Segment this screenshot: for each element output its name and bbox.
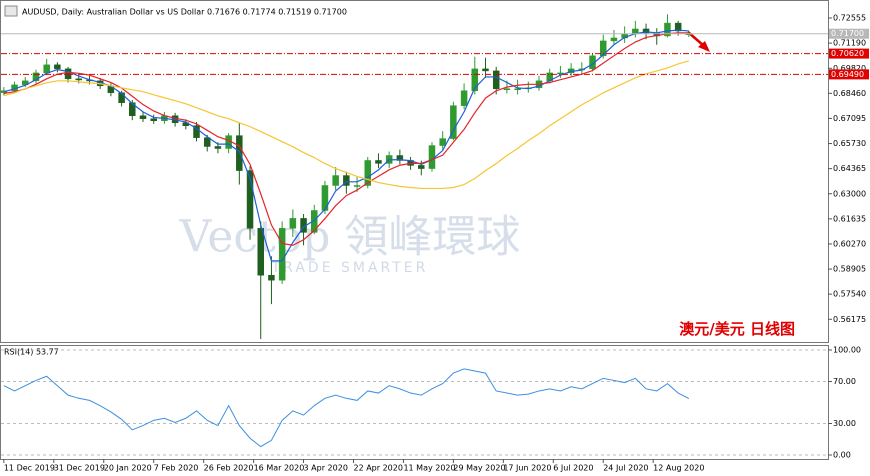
candle-body <box>236 135 243 171</box>
watermark-subtitle: TRADE SMARTER <box>271 260 429 276</box>
candle-body <box>674 22 682 32</box>
moving-average <box>3 29 689 262</box>
y-tick-label: 0.65730 <box>833 139 866 148</box>
candle-body <box>396 155 404 161</box>
x-tick-label: 11 Dec 2019 <box>4 464 55 473</box>
candle-body <box>450 105 457 139</box>
candle-body <box>428 145 436 169</box>
candle-body <box>32 72 40 82</box>
x-tick-label: 7 Feb 2020 <box>154 464 199 473</box>
candle-body <box>150 118 157 121</box>
x-tick-label: 16 Mar 2020 <box>254 464 305 473</box>
y-tick-label: 0.60270 <box>833 239 866 248</box>
y-tick-label: 0.67095 <box>833 114 866 123</box>
candle-body <box>75 78 83 81</box>
y-tick-label: 30.00 <box>833 419 856 428</box>
candle-body <box>332 175 339 186</box>
candle-body <box>664 22 671 37</box>
moving-average <box>3 32 689 246</box>
y-tick-label: 0.56175 <box>833 315 866 324</box>
candle-body <box>268 274 275 281</box>
candle-body <box>460 90 468 106</box>
watermark: Vectop 領峰環球 <box>179 212 521 263</box>
candle-body <box>257 228 264 276</box>
x-tick-label: 17 Jun 2020 <box>503 464 551 473</box>
y-tick-label: 0.61635 <box>833 214 866 223</box>
candle-body <box>503 88 511 90</box>
candle-body <box>129 102 136 117</box>
x-tick-label: 22 Apr 2020 <box>353 464 402 473</box>
x-tick-label: 24 Jul 2020 <box>603 464 648 473</box>
y-tick-label: 0.68460 <box>833 89 866 98</box>
candle-body <box>642 28 650 34</box>
candle-body <box>471 68 479 92</box>
candle-body <box>418 165 425 169</box>
main-panel-border <box>0 0 829 343</box>
candle-body <box>54 64 61 70</box>
level-label-box <box>829 69 869 80</box>
y-tick-label: 0.64365 <box>833 164 866 173</box>
candle-body <box>482 68 489 72</box>
x-tick-label: 11 May 2020 <box>403 464 455 473</box>
candle-body <box>364 160 372 186</box>
last-price-label: 0.71700 <box>831 29 864 38</box>
candle-body <box>193 125 200 138</box>
y-tick-label: 0.72555 <box>833 14 866 23</box>
y-tick-label: 0.57540 <box>833 290 866 299</box>
candle-body <box>353 185 361 187</box>
candle-body <box>589 55 596 70</box>
annotation: 澳元/美元 日线图 <box>679 320 795 338</box>
candle-body <box>246 170 254 229</box>
y-tick-label: 70.00 <box>833 377 856 386</box>
candle-body <box>289 218 297 229</box>
rsi-line <box>3 368 690 448</box>
candle-body <box>514 88 521 90</box>
chart-title: AUDUSD, Daily: Australian Dollar vs US D… <box>22 8 347 17</box>
level-label: 0.69490 <box>831 70 864 79</box>
arrow-head <box>698 41 710 52</box>
last-price-box <box>829 28 869 39</box>
candle-body <box>118 92 125 103</box>
level-label: 0.70620 <box>831 49 864 58</box>
candle-body <box>139 115 147 119</box>
candle-body <box>439 138 446 146</box>
x-tick-label: 31 Dec 2019 <box>54 464 105 473</box>
x-tick-label: 26 Feb 2020 <box>204 464 254 473</box>
moving-average <box>3 60 690 190</box>
candle-body <box>203 137 211 147</box>
candle-body <box>278 228 286 281</box>
level-label-box <box>829 48 869 59</box>
y-tick-label: 0.58905 <box>833 265 866 274</box>
candle-body <box>310 210 318 233</box>
candle-body <box>343 175 350 186</box>
x-tick-label: 20 Jan 2020 <box>104 464 152 473</box>
rsi-panel-border <box>0 345 829 460</box>
x-tick-label: 6 Jul 2020 <box>553 464 593 473</box>
candle-body <box>599 40 607 57</box>
candle-body <box>64 68 72 80</box>
x-tick-label: 12 Aug 2020 <box>653 464 704 473</box>
x-tick-label: 29 May 2020 <box>453 464 505 473</box>
candle-body <box>557 72 564 75</box>
candle-body <box>492 70 500 89</box>
y-tick-label: 0.63000 <box>833 189 866 198</box>
y-tick-label: 0.00 <box>833 451 851 460</box>
candle-body <box>610 37 618 42</box>
y-tick-label: 100.00 <box>833 345 861 354</box>
candle-body <box>321 185 329 211</box>
symbol-icon <box>4 5 18 17</box>
y-tick-label: 0.71190 <box>833 39 866 48</box>
rsi-title: RSI(14) 53.77 <box>4 348 59 357</box>
candle-body <box>43 64 50 74</box>
y-tick-label: 0.69820 <box>833 64 866 73</box>
x-tick-label: 3 Apr 2020 <box>304 464 348 473</box>
candle-body <box>375 160 382 164</box>
candle-body <box>214 146 222 149</box>
